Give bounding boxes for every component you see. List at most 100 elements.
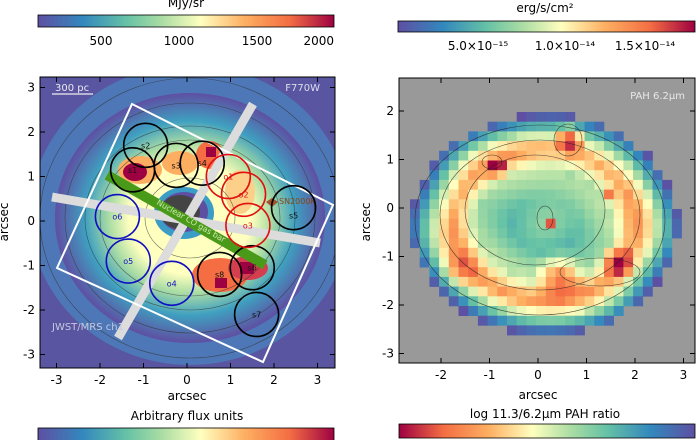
- image-pixel: [507, 257, 517, 268]
- image-pixel: [429, 276, 440, 287]
- image-pixel: [565, 170, 576, 181]
- image-pixel: [526, 315, 537, 326]
- image-pixel: [604, 247, 614, 258]
- image-pixel: [458, 296, 469, 307]
- image-pixel: [526, 189, 537, 200]
- image-pixel: [448, 286, 459, 297]
- image-pixel: [545, 247, 556, 258]
- image-pixel: [526, 306, 537, 316]
- image-pixel: [419, 199, 430, 210]
- image-pixel: [623, 218, 634, 229]
- image-pixel: [574, 315, 585, 326]
- image-pixel: [516, 160, 527, 171]
- colorbar-left-tick: 1000: [164, 34, 195, 48]
- image-pixel: [507, 267, 517, 278]
- image-pixel: [633, 218, 644, 229]
- image-pixel: [642, 257, 653, 268]
- image-pixel: [507, 179, 517, 190]
- region-label: s7: [252, 310, 261, 319]
- image-pixel: [652, 218, 663, 229]
- right-panel-image: PAH 6.2μm: [399, 78, 695, 363]
- image-pixel: [497, 257, 508, 268]
- image-pixel: [623, 296, 634, 307]
- image-pixel: [526, 121, 537, 132]
- region-label: o3: [243, 221, 253, 230]
- image-pixel: [497, 228, 508, 239]
- image-pixel: [516, 247, 527, 258]
- image-pixel: [507, 306, 517, 316]
- image-pixel: [536, 296, 547, 307]
- image-pixel: [613, 199, 624, 210]
- image-pixel: [662, 189, 673, 200]
- image-pixel: [604, 286, 614, 297]
- image-pixel: [448, 276, 459, 287]
- image-pixel: [497, 150, 508, 161]
- image-pixel: [507, 189, 517, 200]
- y-tick-label: 0: [27, 214, 35, 228]
- image-pixel: [555, 325, 566, 336]
- region-label: s2: [141, 141, 150, 150]
- image-pixel: [429, 160, 440, 171]
- image-pixel: [604, 257, 614, 268]
- image-pixel: [642, 160, 653, 171]
- image-pixel: [497, 306, 508, 316]
- image-pixel: [584, 160, 595, 171]
- image-pixel: [555, 247, 566, 258]
- image-pixel: [448, 141, 459, 152]
- image-pixel: [545, 112, 556, 122]
- image-pixel: [633, 179, 644, 190]
- image-pixel: [555, 276, 566, 287]
- image-pixel: [613, 228, 624, 239]
- image-pixel: [468, 131, 479, 142]
- region-label: s8: [215, 270, 224, 279]
- image-pixel: [633, 238, 644, 249]
- image-pixel: [458, 141, 469, 152]
- image-pixel: [555, 160, 566, 171]
- image-pixel: [477, 228, 488, 239]
- image-pixel: [516, 199, 527, 210]
- image-pixel: [613, 296, 624, 307]
- image-pixel: [536, 121, 547, 132]
- region-circle-s4: [179, 140, 226, 186]
- image-pixel: [604, 170, 614, 181]
- image-pixel: [623, 238, 634, 249]
- image-pixel: [536, 247, 547, 258]
- colorbar-bottom-right-label: log 11.3/6.2μm PAH ratio: [470, 407, 620, 421]
- image-pixel: [458, 179, 469, 190]
- image-pixel: [613, 257, 624, 268]
- image-pixel: [623, 199, 634, 210]
- image-pixel: [555, 315, 566, 326]
- image-pixel: [642, 267, 653, 278]
- image-pixel: [439, 276, 450, 287]
- image-pixel: [604, 306, 614, 316]
- image-pixel: [429, 267, 440, 278]
- image-pixel: [526, 276, 537, 287]
- image-pixel: [594, 286, 605, 297]
- x-tick-label: 1: [583, 368, 591, 382]
- image-pixel: [497, 296, 508, 307]
- image-pixel: [662, 199, 673, 210]
- image-pixel: [555, 257, 566, 268]
- image-pixel: [516, 238, 527, 249]
- image-pixel: [536, 257, 547, 268]
- x-tick-label: -2: [435, 368, 447, 382]
- region-label: s3: [171, 161, 180, 170]
- image-pixel: [652, 189, 663, 200]
- image-pixel: [584, 209, 595, 219]
- right-xlabel: arcsec: [519, 388, 558, 402]
- image-pixel: [594, 276, 605, 287]
- image-label-left: F770W: [285, 83, 320, 94]
- image-pixel: [633, 247, 644, 258]
- image-pixel: [633, 257, 644, 268]
- y-tick-label: -3: [382, 347, 394, 361]
- y-tick-label: 0: [386, 201, 394, 215]
- image-pixel: [458, 170, 469, 181]
- image-pixel: [594, 150, 605, 161]
- image-pixel: [574, 247, 585, 258]
- image-pixel: [574, 179, 585, 190]
- image-pixel: [507, 150, 517, 161]
- image-pixel: [429, 189, 440, 200]
- image-pixel: [468, 179, 479, 190]
- image-pixel: [545, 276, 556, 287]
- image-pixel: [458, 276, 469, 287]
